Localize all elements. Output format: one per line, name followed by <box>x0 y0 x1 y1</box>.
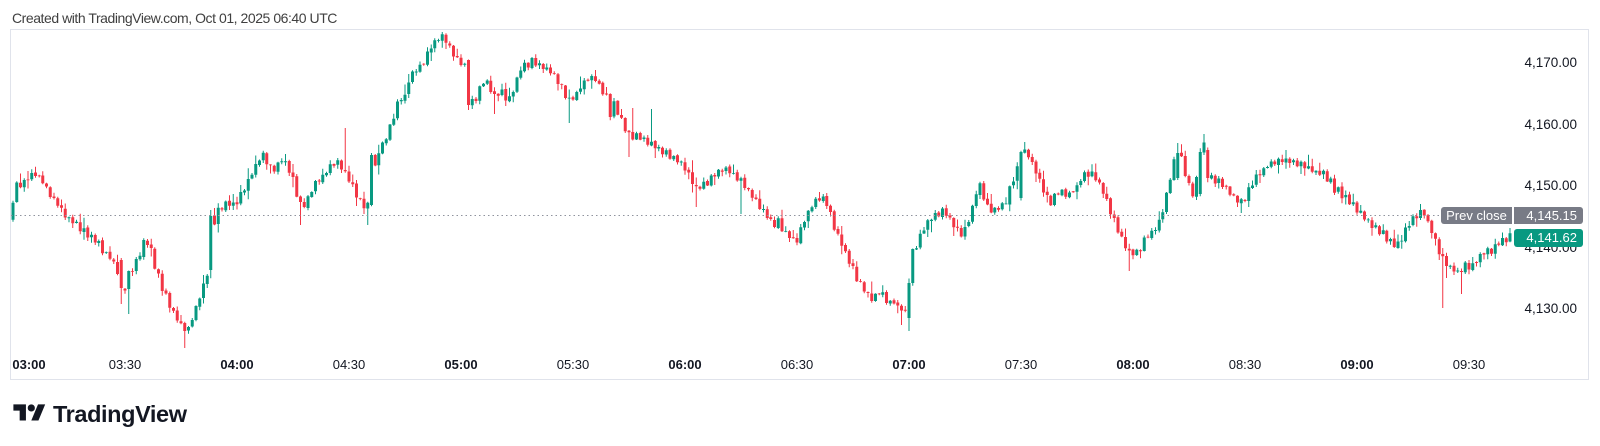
svg-text:TradingView: TradingView <box>53 401 188 427</box>
